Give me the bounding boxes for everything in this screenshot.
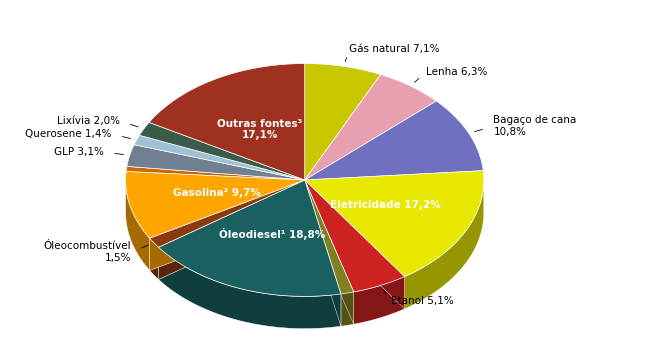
- Polygon shape: [149, 64, 304, 180]
- Polygon shape: [150, 238, 159, 279]
- Polygon shape: [150, 180, 304, 247]
- Polygon shape: [304, 180, 353, 324]
- Text: Eletricidade 17,2%: Eletricidade 17,2%: [330, 200, 441, 210]
- Text: Lixívia 2,0%: Lixívia 2,0%: [57, 116, 120, 126]
- Polygon shape: [150, 180, 304, 270]
- Polygon shape: [159, 247, 341, 329]
- Polygon shape: [304, 180, 404, 309]
- Polygon shape: [304, 74, 436, 180]
- Polygon shape: [304, 180, 353, 294]
- Polygon shape: [304, 101, 483, 180]
- Text: Óleocombustível
1,5%: Óleocombustível 1,5%: [44, 241, 132, 263]
- Polygon shape: [159, 180, 304, 279]
- Polygon shape: [304, 180, 404, 292]
- Polygon shape: [353, 277, 404, 324]
- Text: Lenha 6,3%: Lenha 6,3%: [426, 67, 488, 77]
- Text: Outras fontes³
17,1%: Outras fontes³ 17,1%: [217, 119, 303, 140]
- Polygon shape: [150, 180, 304, 270]
- Polygon shape: [304, 171, 484, 277]
- Polygon shape: [126, 171, 304, 238]
- Polygon shape: [341, 292, 353, 326]
- Polygon shape: [126, 180, 150, 270]
- Text: Querosene 1,4%: Querosene 1,4%: [25, 129, 112, 139]
- Text: Bagaço de cana
10,8%: Bagaço de cana 10,8%: [493, 115, 577, 137]
- Polygon shape: [304, 180, 353, 324]
- Polygon shape: [304, 64, 381, 180]
- Polygon shape: [159, 180, 341, 296]
- Polygon shape: [139, 122, 304, 180]
- Text: GLP 3,1%: GLP 3,1%: [54, 147, 103, 157]
- Polygon shape: [127, 145, 304, 180]
- Text: Gás natural 7,1%: Gás natural 7,1%: [350, 44, 440, 54]
- Text: Óleodiesel¹ 18,8%: Óleodiesel¹ 18,8%: [219, 228, 325, 240]
- Polygon shape: [304, 180, 341, 326]
- Polygon shape: [304, 180, 404, 309]
- Text: Gasolina² 9,7%: Gasolina² 9,7%: [174, 188, 261, 198]
- Polygon shape: [159, 180, 304, 279]
- Polygon shape: [404, 181, 484, 309]
- Text: Etanol 5,1%: Etanol 5,1%: [392, 297, 454, 306]
- Polygon shape: [304, 180, 341, 326]
- Polygon shape: [126, 166, 304, 180]
- Polygon shape: [134, 135, 304, 180]
